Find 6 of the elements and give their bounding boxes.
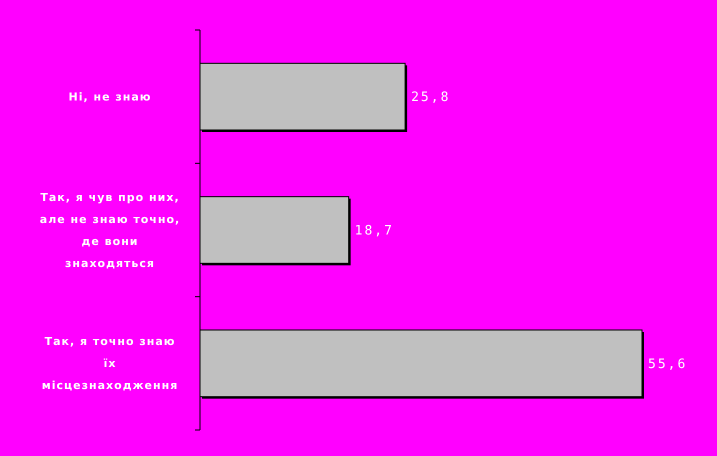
data-label: 55,6: [648, 356, 688, 372]
y-tick-label: Так, я чув про них, але не знаю точно, де вони знаходяться: [40, 190, 180, 270]
y-tick-label: Ні, не знаю: [68, 90, 152, 104]
data-label: 25,8: [411, 90, 450, 106]
data-label: 18,7: [354, 224, 394, 239]
y-tick-label: Так, я точно знаю їх місцезнаходження: [42, 335, 178, 392]
